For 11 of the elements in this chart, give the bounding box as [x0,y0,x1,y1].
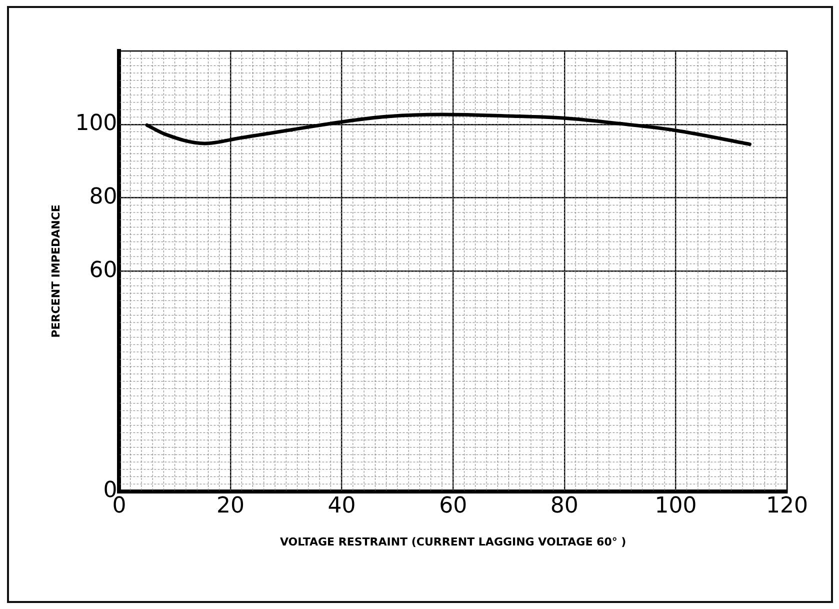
x-tick-label: 120 [766,493,808,518]
x-tick-label: 60 [439,493,468,518]
y-tick-label: 80 [89,184,118,210]
y-axis-title: PERCENT IMPEDANCE [49,204,62,338]
x-axis-title: VOLTAGE RESTRAINT (CURRENT LAGGING VOLTAGE 60° ) [280,535,626,548]
x-tick-label: 20 [216,493,244,518]
x-tick-label: 80 [550,493,578,518]
x-tick-label: 40 [328,493,356,518]
y-tick-label: 100 [75,111,118,136]
y-tick-label: 60 [89,258,118,283]
x-tick-label: 100 [654,493,697,518]
